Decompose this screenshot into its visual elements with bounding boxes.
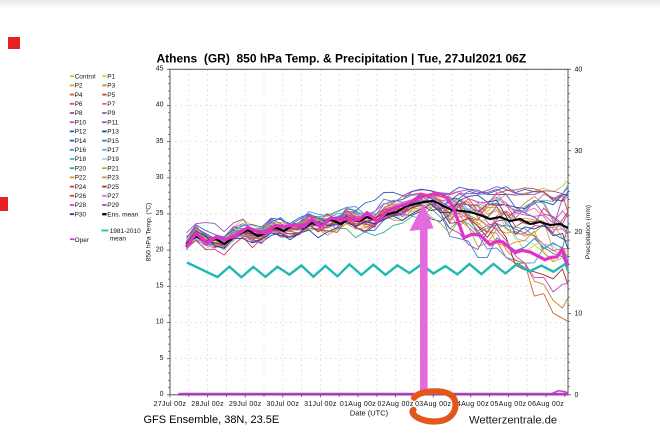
svg-text:850 hPa Temp. (°C): 850 hPa Temp. (°C)	[145, 203, 153, 262]
svg-text:P22: P22	[75, 175, 87, 182]
svg-text:Precipitation (mm): Precipitation (mm)	[585, 205, 592, 259]
svg-text:04Aug 00z: 04Aug 00z	[453, 401, 489, 408]
svg-text:P27: P27	[107, 193, 119, 200]
svg-text:10: 10	[156, 319, 164, 326]
svg-text:P17: P17	[107, 147, 119, 154]
svg-text:P29: P29	[107, 202, 119, 209]
svg-text:P19: P19	[107, 156, 119, 163]
svg-text:P23: P23	[107, 175, 119, 182]
svg-text:GFS Ensemble, 38N, 23.5E: GFS Ensemble, 38N, 23.5E	[144, 414, 280, 426]
svg-text:P20: P20	[75, 165, 87, 172]
svg-text:27Jul 00z: 27Jul 00z	[154, 401, 187, 408]
svg-text:05Aug 00z: 05Aug 00z	[490, 401, 526, 408]
svg-text:28Jul 00z: 28Jul 00z	[191, 401, 224, 408]
svg-text:P9: P9	[107, 110, 115, 117]
svg-text:03Aug 00z: 03Aug 00z	[415, 401, 451, 408]
svg-text:P15: P15	[107, 138, 119, 145]
svg-text:Athens (GR) 850 hPa Temp. &: Athens (GR) 850 hPa Temp. & Precipitatio…	[157, 51, 527, 65]
svg-text:Control: Control	[75, 73, 97, 80]
svg-text:Wetterzentrale.de: Wetterzentrale.de	[469, 414, 557, 426]
svg-text:Ens. mean: Ens. mean	[107, 211, 138, 218]
svg-text:15: 15	[156, 283, 164, 290]
svg-text:30Jul 00z: 30Jul 00z	[266, 401, 299, 408]
svg-text:20: 20	[575, 229, 583, 236]
svg-text:25: 25	[156, 210, 164, 217]
svg-text:40: 40	[575, 67, 583, 74]
svg-text:5: 5	[160, 355, 164, 362]
svg-text:P7: P7	[107, 101, 115, 108]
svg-text:31Jul 00z: 31Jul 00z	[304, 401, 337, 408]
svg-text:20: 20	[156, 246, 164, 253]
svg-text:Date (UTC): Date (UTC)	[350, 408, 389, 417]
svg-text:P2: P2	[75, 83, 83, 90]
svg-text:Oper: Oper	[75, 237, 90, 244]
svg-text:P26: P26	[75, 193, 87, 200]
svg-text:P5: P5	[107, 92, 115, 99]
svg-text:06Aug 00z: 06Aug 00z	[528, 401, 564, 408]
svg-text:40: 40	[156, 102, 164, 109]
svg-text:P12: P12	[75, 129, 87, 136]
svg-text:P1: P1	[107, 73, 115, 80]
svg-text:P10: P10	[75, 119, 87, 126]
svg-text:0: 0	[575, 392, 579, 399]
svg-text:P24: P24	[75, 184, 87, 191]
svg-text:35: 35	[156, 138, 164, 145]
svg-text:P8: P8	[75, 110, 83, 117]
svg-text:0: 0	[160, 391, 164, 398]
svg-text:P25: P25	[107, 184, 119, 191]
svg-text:P3: P3	[107, 83, 115, 90]
svg-text:30: 30	[156, 174, 164, 181]
svg-text:P14: P14	[75, 138, 87, 145]
svg-text:P18: P18	[75, 156, 87, 163]
svg-text:P21: P21	[107, 165, 119, 172]
svg-text:1981-2010: 1981-2010	[110, 228, 141, 235]
svg-text:45: 45	[156, 66, 164, 73]
svg-text:P16: P16	[75, 147, 87, 154]
svg-text:P6: P6	[75, 101, 83, 108]
svg-text:P30: P30	[75, 211, 87, 218]
svg-text:P28: P28	[75, 202, 87, 209]
svg-text:01Aug 00z: 01Aug 00z	[340, 401, 376, 408]
svg-text:mean: mean	[110, 236, 127, 243]
svg-text:10: 10	[575, 311, 583, 318]
svg-text:P11: P11	[107, 119, 118, 126]
svg-text:29Jul 00z: 29Jul 00z	[229, 401, 262, 408]
svg-text:30: 30	[575, 148, 583, 155]
svg-text:P13: P13	[107, 129, 119, 136]
svg-text:02Aug 00z: 02Aug 00z	[378, 401, 414, 408]
svg-text:P4: P4	[75, 92, 83, 99]
